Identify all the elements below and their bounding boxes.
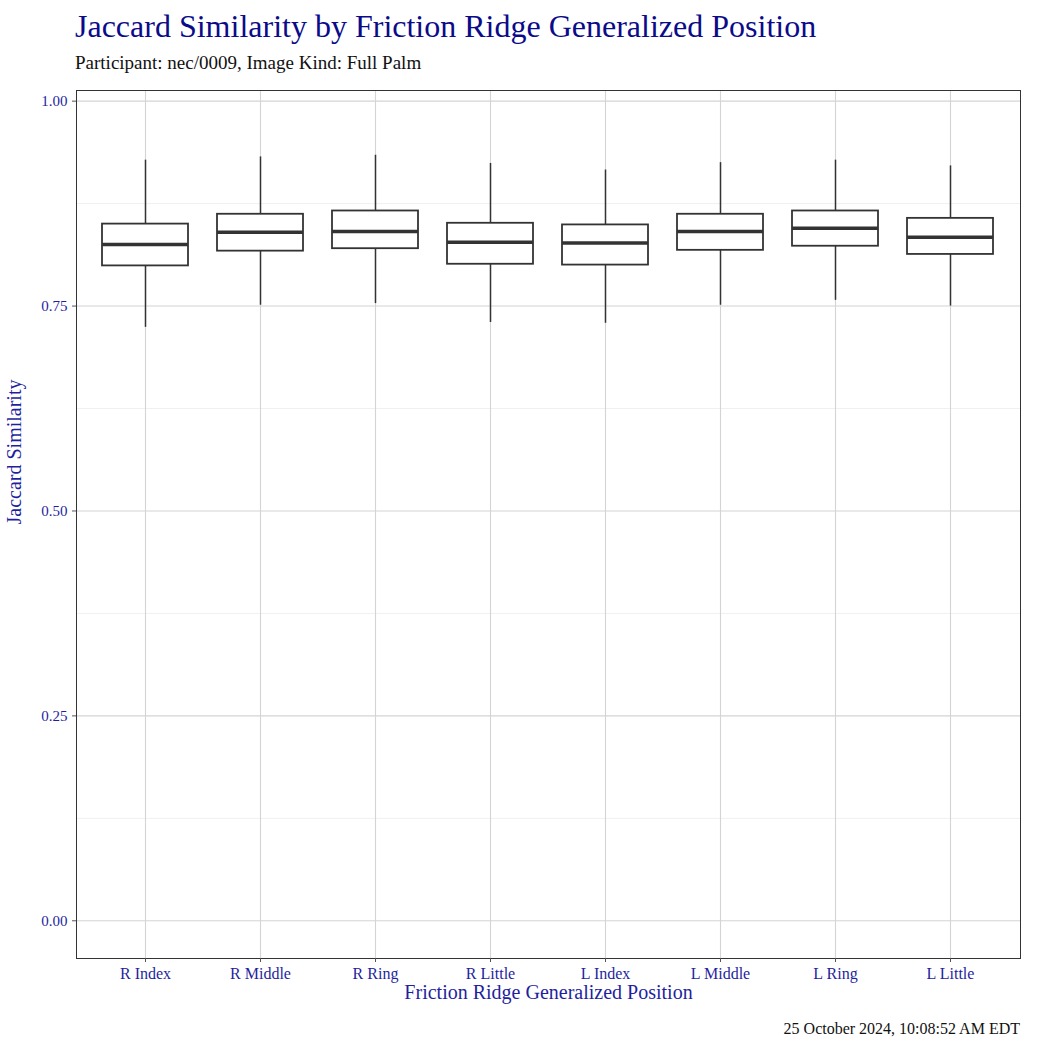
html-text:Jaccard Similarity by Friction: Jaccard Similarity by Friction Ridge Gen… xyxy=(75,8,817,44)
svg-text:L Little: L Little xyxy=(927,965,975,982)
html-text:Participant: nec/0009, Image K: Participant: nec/0009, Image Kind: Full … xyxy=(75,52,422,73)
html-text:25 October 2024, 10:08:52 AM E: 25 October 2024, 10:08:52 AM EDT xyxy=(783,1020,1020,1037)
svg-text:0.25: 0.25 xyxy=(41,708,67,724)
svg-text:0.75: 0.75 xyxy=(41,298,67,314)
svg-text:R Index: R Index xyxy=(120,965,171,982)
svg-text:R Middle: R Middle xyxy=(230,965,291,982)
svg-text:Friction Ridge Generalized Pos: Friction Ridge Generalized Position xyxy=(404,981,692,1004)
svg-text:0.00: 0.00 xyxy=(41,913,67,929)
svg-text:R Ring: R Ring xyxy=(353,965,399,983)
svg-text:L Middle: L Middle xyxy=(691,965,750,982)
svg-text:Jaccard Similarity: Jaccard Similarity xyxy=(3,380,26,525)
svg-text:1.00: 1.00 xyxy=(41,93,67,109)
svg-text:L Ring: L Ring xyxy=(813,965,857,983)
svg-text:0.50: 0.50 xyxy=(41,503,67,519)
svg-text:L Index: L Index xyxy=(581,965,631,982)
svg-text:R Little: R Little xyxy=(466,965,515,982)
